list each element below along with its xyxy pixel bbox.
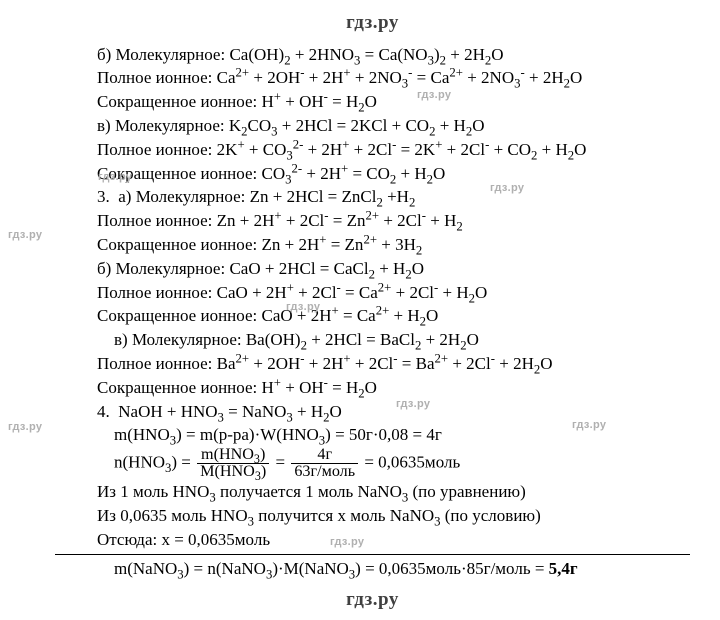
- text-line: 4. NaOH + HNO3 = NaNO3 + H2O: [55, 400, 690, 424]
- watermark: гдз.ру: [8, 420, 42, 435]
- text-line: Полное ионное: 2K+ + CO32- + 2H+ + 2Cl- …: [55, 138, 690, 162]
- text-line: m(NaNO3) = n(NaNO3)·M(NaNO3) = 0,0635мол…: [55, 557, 690, 581]
- header-logo: гдз.ру: [55, 10, 690, 37]
- text-line: Сокращенное ионное: CO32- + 2H+ = CO2 + …: [55, 162, 690, 186]
- text-line: б) Молекулярное: CaO + 2HCl = CaCl2 + H2…: [55, 257, 690, 281]
- content-area: б) Молекулярное: Ca(OH)2 + 2HNO3 = Ca(NO…: [55, 43, 690, 581]
- watermark: гдз.ру: [8, 228, 42, 243]
- text-line: Полное ионное: Ca2+ + 2OH- + 2H+ + 2NO3-…: [55, 66, 690, 90]
- text-line: Полное ионное: Zn + 2H+ + 2Cl- = Zn2+ + …: [55, 209, 690, 233]
- text-line: Полное ионное: CaO + 2H+ + 2Cl- = Ca2+ +…: [55, 281, 690, 305]
- text-line: Сокращенное ионное: H+ + OH- = H2O: [55, 90, 690, 114]
- text-line: m(HNO3) = m(р-ра)·W(HNO3) = 50г·0,08 = 4…: [55, 423, 690, 447]
- text-line: в) Молекулярное: K2CO3 + 2HCl = 2KCl + C…: [55, 114, 690, 138]
- text-line: в) Молекулярное: Ba(OH)2 + 2HCl = BaCl2 …: [55, 328, 690, 352]
- text-line: б) Молекулярное: Ca(OH)2 + 2HNO3 = Ca(NO…: [55, 43, 690, 67]
- text-line: Из 1 моль HNO3 получается 1 моль NaNO3 (…: [55, 480, 690, 504]
- text-line: 3. a) Молекулярное: Zn + 2HCl = ZnCl2 +H…: [55, 185, 690, 209]
- footer-logo: гдз.ру: [55, 587, 690, 614]
- text-line: n(HNO3) = m(HNO3)M(HNO3) = 4г63г/моль = …: [55, 447, 690, 480]
- text-line: Сокращенное ионное: Zn + 2H+ = Zn2+ + 3H…: [55, 233, 690, 257]
- text-line: Из 0,0635 моль HNO3 получится x моль NaN…: [55, 504, 690, 528]
- text-line: Сокращенное ионное: CaO + 2H+ = Ca2+ + H…: [55, 304, 690, 328]
- text-line: Полное ионное: Ba2+ + 2OH- + 2H+ + 2Cl- …: [55, 352, 690, 376]
- text-line: Сокращенное ионное: H+ + OH- = H2O: [55, 376, 690, 400]
- text-line: Отсюда: x = 0,0635моль: [55, 528, 690, 552]
- divider: [55, 554, 690, 555]
